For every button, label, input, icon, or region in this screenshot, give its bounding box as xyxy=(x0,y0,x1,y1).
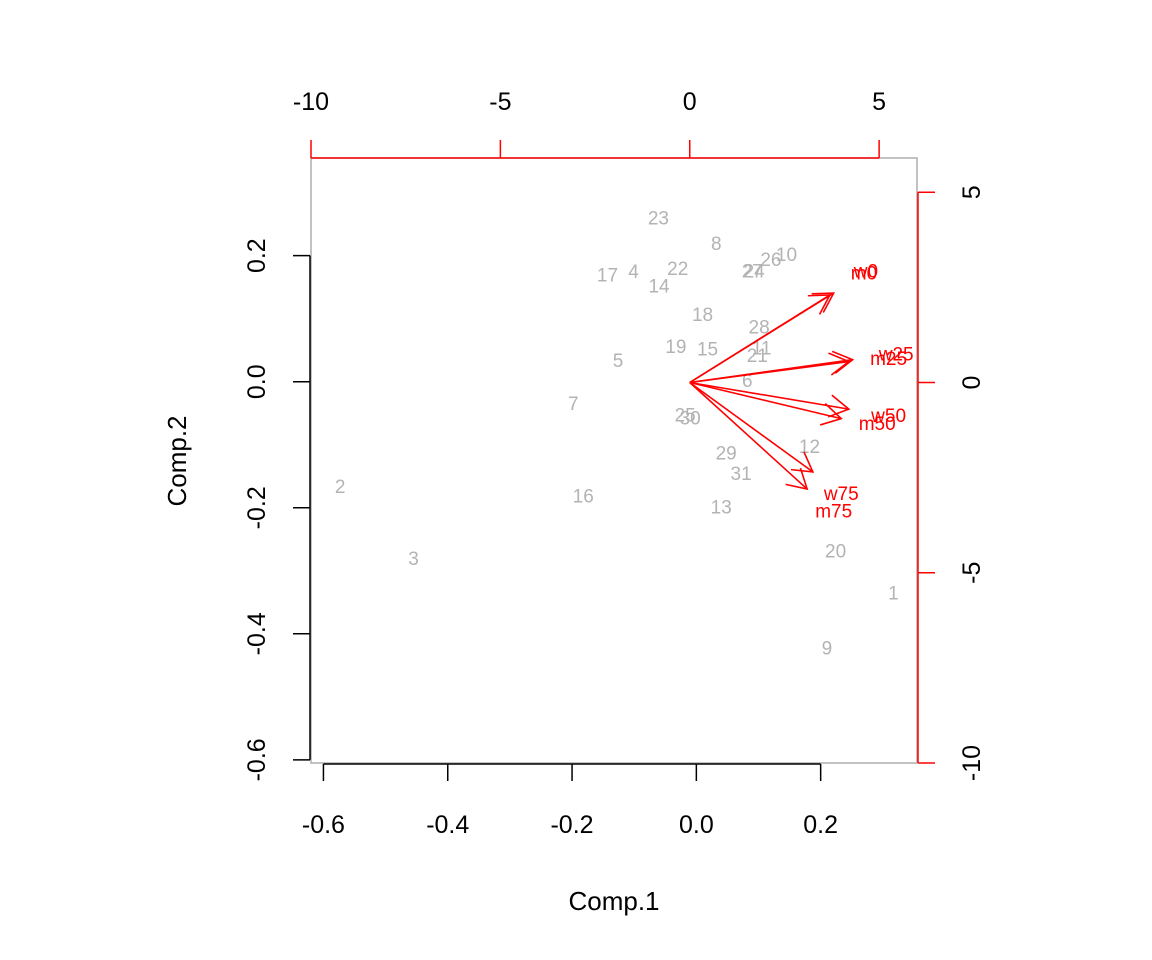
observation-label-16: 16 xyxy=(573,487,594,508)
observation-label-1: 1 xyxy=(888,584,899,605)
y-tick-label: 0.0 xyxy=(243,364,271,399)
observation-label-6: 6 xyxy=(742,371,753,392)
loading-label-w0: w0 xyxy=(853,262,878,283)
loading-arrow-m75 xyxy=(689,381,808,490)
loading-label-w75: w75 xyxy=(823,484,859,505)
observation-label-13: 13 xyxy=(711,497,732,518)
observation-label-19: 19 xyxy=(665,337,686,358)
observation-label-21: 21 xyxy=(747,346,768,367)
observation-label-2: 2 xyxy=(335,477,346,498)
loading-arrow-w50 xyxy=(689,381,849,410)
observation-label-27: 27 xyxy=(742,262,763,283)
y-axis-title: Comp.2 xyxy=(162,415,192,506)
observation-label-29: 29 xyxy=(716,444,737,465)
observation-label-22: 22 xyxy=(667,259,688,280)
top-tick-label: 0 xyxy=(683,88,697,116)
right-tick-label: 0 xyxy=(958,376,986,390)
x-tick-label: 0.0 xyxy=(679,811,714,839)
observation-label-25: 25 xyxy=(675,405,696,426)
loading-label-m50: m50 xyxy=(859,414,896,435)
left-axis: 0.2 0.0 -0.2 -0.4 -0.6 xyxy=(243,238,311,781)
loading-arrowhead-w50 xyxy=(827,394,851,418)
observation-label-9: 9 xyxy=(822,638,833,659)
observation-label-12: 12 xyxy=(799,437,820,458)
top-axis: -10 -5 0 5 xyxy=(293,88,886,159)
right-axis: 5 0 -5 -10 xyxy=(917,185,986,781)
observation-label-3: 3 xyxy=(408,549,419,570)
bottom-axis: -0.6 -0.4 -0.2 0.0 0.2 xyxy=(302,763,838,839)
top-tick-label: -5 xyxy=(489,88,511,116)
y-tick-label: -0.6 xyxy=(243,738,271,781)
observation-label-4: 4 xyxy=(628,262,639,283)
observation-label-17: 17 xyxy=(597,265,618,286)
loading-label-m0: m0 xyxy=(851,264,877,285)
y-tick-label: -0.4 xyxy=(243,612,271,655)
loading-arrowhead-m50 xyxy=(819,402,843,426)
loading-arrow-m0 xyxy=(689,294,831,384)
loading-arrowhead-w0 xyxy=(811,292,836,313)
x-axis-title: Comp.1 xyxy=(568,886,659,916)
right-tick-label: -5 xyxy=(958,562,986,584)
x-tick-label: -0.4 xyxy=(426,811,469,839)
x-tick-label: -0.2 xyxy=(550,811,593,839)
observation-label-5: 5 xyxy=(613,351,624,372)
y-tick-label: -0.2 xyxy=(243,486,271,529)
observation-label-11: 11 xyxy=(752,338,772,359)
top-tick-label: -10 xyxy=(293,88,329,116)
observation-label-14: 14 xyxy=(648,277,670,298)
right-tick-label: -10 xyxy=(958,745,986,781)
observation-label-23: 23 xyxy=(648,209,669,230)
observation-label-28: 28 xyxy=(749,318,770,339)
observation-label-24: 24 xyxy=(744,262,766,283)
loading-arrowhead-w25 xyxy=(831,350,855,374)
loading-arrow-w75 xyxy=(689,381,814,473)
observation-label-30: 30 xyxy=(680,408,701,429)
loading-arrowhead-m0 xyxy=(807,294,832,315)
loading-arrowhead-m25 xyxy=(828,352,851,376)
plot-frame xyxy=(310,157,918,764)
top-tick-label: 5 xyxy=(872,88,886,116)
observation-label-20: 20 xyxy=(825,541,846,562)
loading-label-w25: w25 xyxy=(878,345,914,366)
x-tick-label: 0.2 xyxy=(803,811,838,839)
observation-label-26: 26 xyxy=(760,250,781,271)
loading-label-m75: m75 xyxy=(815,501,852,522)
observation-label-15: 15 xyxy=(697,340,718,361)
observation-label-31: 31 xyxy=(731,464,752,485)
loading-arrow-m50 xyxy=(689,381,842,420)
right-tick-label: 5 xyxy=(958,185,986,199)
observation-label-10: 10 xyxy=(776,245,797,266)
observation-label-7: 7 xyxy=(568,394,579,415)
loading-label-m25: m25 xyxy=(870,349,907,370)
observation-label-8: 8 xyxy=(711,234,722,255)
observation-label-18: 18 xyxy=(692,305,713,326)
observation-labels: 1234567891011121314151617181920212223242… xyxy=(335,209,899,660)
loading-label-w50: w50 xyxy=(870,406,906,427)
x-tick-label: -0.6 xyxy=(302,811,345,839)
loading-arrowhead-m75 xyxy=(785,467,809,491)
loading-arrow-m25 xyxy=(689,360,849,384)
loading-arrowhead-w75 xyxy=(790,451,815,473)
y-tick-label: 0.2 xyxy=(243,238,271,273)
